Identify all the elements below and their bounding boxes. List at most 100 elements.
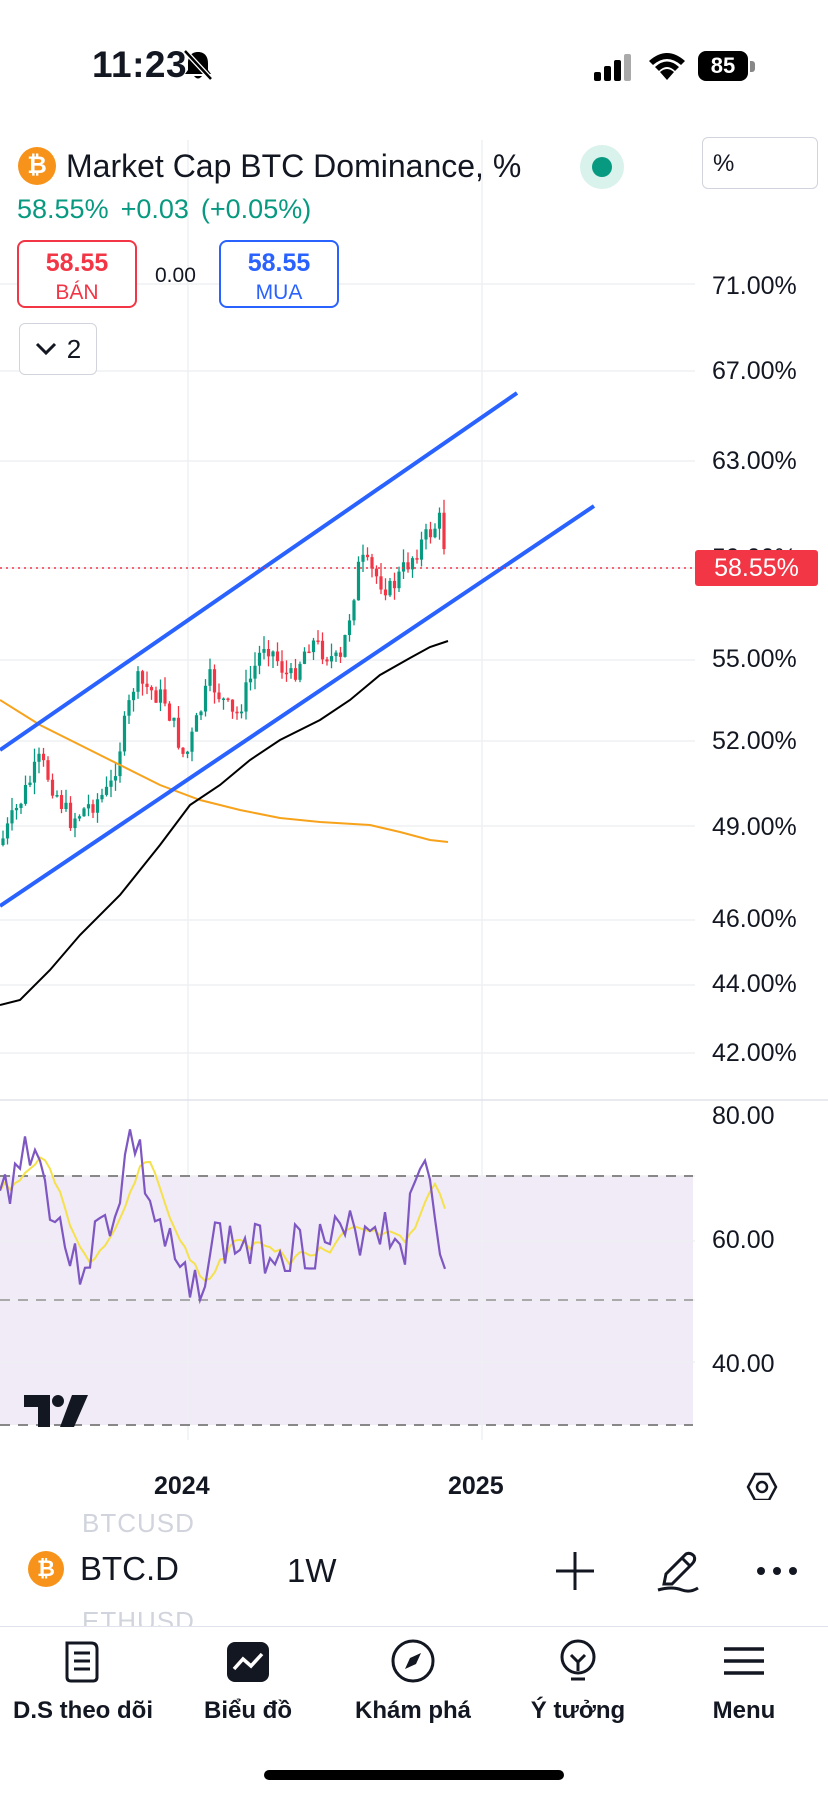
candle <box>1 830 5 847</box>
sell-button[interactable]: 58.55 BÁN <box>17 240 137 308</box>
candle <box>356 556 361 601</box>
price-change: +0.03 <box>120 194 189 224</box>
candle <box>140 669 145 696</box>
nav-label: Biểu đồ <box>204 1697 292 1724</box>
candle <box>203 679 208 717</box>
candle <box>257 645 262 675</box>
price-axis-label: 63.00% <box>712 447 797 475</box>
wifi-icon <box>649 53 685 80</box>
candle <box>370 553 374 578</box>
chart-settings-icon[interactable] <box>745 1470 779 1504</box>
nav-item-explore[interactable]: Khám phá <box>333 1637 493 1725</box>
candle <box>41 747 46 767</box>
price-axis-label: 49.00% <box>712 813 797 841</box>
interval-selector[interactable]: 1W <box>287 1552 337 1589</box>
candle <box>298 661 302 683</box>
candle <box>280 650 284 679</box>
rsi-axis-label: 40.00 <box>712 1350 775 1378</box>
candle <box>311 637 316 660</box>
candle <box>379 563 383 595</box>
channel-lower-line[interactable] <box>0 504 596 908</box>
candle <box>419 531 424 567</box>
bitcoin-logo-icon: ₿ <box>18 147 56 185</box>
chart-toolbar <box>0 1500 828 1626</box>
nav-item-watchlist[interactable]: D.S theo dõi <box>3 1637 163 1725</box>
candle <box>199 710 203 721</box>
candle <box>248 665 253 691</box>
indicators-toggle-button[interactable]: 2 <box>19 323 97 375</box>
home-indicator <box>264 1770 564 1780</box>
candle <box>347 614 352 642</box>
candle <box>374 565 379 584</box>
tradingview-logo-icon <box>24 1395 88 1427</box>
candle <box>109 769 113 798</box>
candle <box>172 717 176 728</box>
add-icon[interactable] <box>550 1546 600 1596</box>
candle <box>275 642 280 666</box>
candle <box>383 578 388 601</box>
candle <box>244 669 248 720</box>
price-summary: 58.55% +0.03 (+0.05%) <box>17 194 323 225</box>
candle <box>392 572 397 600</box>
more-options-icon[interactable] <box>752 1546 802 1596</box>
candle <box>271 650 275 669</box>
candle <box>149 685 154 700</box>
symbol-header[interactable]: ₿ Market Cap BTC Dominance, % <box>18 146 521 186</box>
nav-item-chart[interactable]: Biểu đồ <box>168 1637 328 1725</box>
price-change-percent: (+0.05%) <box>200 194 312 224</box>
chart-area[interactable] <box>0 120 828 1500</box>
candle <box>163 677 167 707</box>
candle <box>343 634 347 658</box>
candle <box>388 577 392 597</box>
channel-upper-line[interactable] <box>0 391 519 752</box>
nav-item-ideas[interactable]: Ý tưởng <box>498 1637 658 1725</box>
moving-average-orange <box>0 699 449 843</box>
nav-label: Khám phá <box>354 1697 471 1724</box>
lightbulb-icon <box>560 1639 596 1681</box>
candle <box>50 773 55 799</box>
market-open-status-icon[interactable] <box>580 145 624 189</box>
candle <box>235 706 239 720</box>
candle <box>181 747 185 758</box>
bell-muted-icon <box>183 49 213 81</box>
candle <box>352 598 356 626</box>
candle <box>68 796 73 831</box>
candle <box>55 790 59 798</box>
candle <box>10 797 14 831</box>
candle <box>194 712 199 732</box>
candle <box>131 688 136 712</box>
nav-label: Ý tưởng <box>530 1697 626 1724</box>
buy-button[interactable]: 58.55 MUA <box>219 240 339 308</box>
candle <box>64 789 68 812</box>
time-axis-label: 2025 <box>448 1472 504 1500</box>
candle <box>190 727 194 762</box>
unit-selector[interactable]: % <box>702 137 818 189</box>
bitcoin-logo-icon: ₿ <box>28 1551 64 1587</box>
candle <box>46 756 50 782</box>
status-time: 11:23 <box>92 44 188 85</box>
drawing-pen-icon[interactable] <box>652 1546 702 1596</box>
candle <box>212 664 217 704</box>
candle <box>289 662 293 679</box>
candle <box>154 686 158 704</box>
price-axis-label: 71.00% <box>712 272 797 300</box>
nav-item-menu[interactable]: Menu <box>664 1637 824 1725</box>
price-chart[interactable] <box>0 120 828 1500</box>
candle <box>307 644 311 654</box>
candle <box>104 776 109 797</box>
symbol-selector[interactable]: ₿ BTC.D <box>28 1550 179 1588</box>
price-axis-label: 44.00% <box>712 970 797 998</box>
candle <box>28 775 32 788</box>
candle <box>82 807 86 817</box>
candle <box>239 704 244 719</box>
candle <box>176 705 181 750</box>
faded-symbol-above: BTCUSD <box>82 1508 195 1538</box>
candle <box>122 711 127 756</box>
candle <box>127 694 131 724</box>
buy-price: 58.55 <box>247 249 311 277</box>
symbol-title: Market Cap BTC Dominance, % <box>66 147 522 184</box>
candle <box>226 697 230 702</box>
candle <box>397 566 401 593</box>
candle <box>410 556 415 578</box>
candle <box>73 812 77 838</box>
